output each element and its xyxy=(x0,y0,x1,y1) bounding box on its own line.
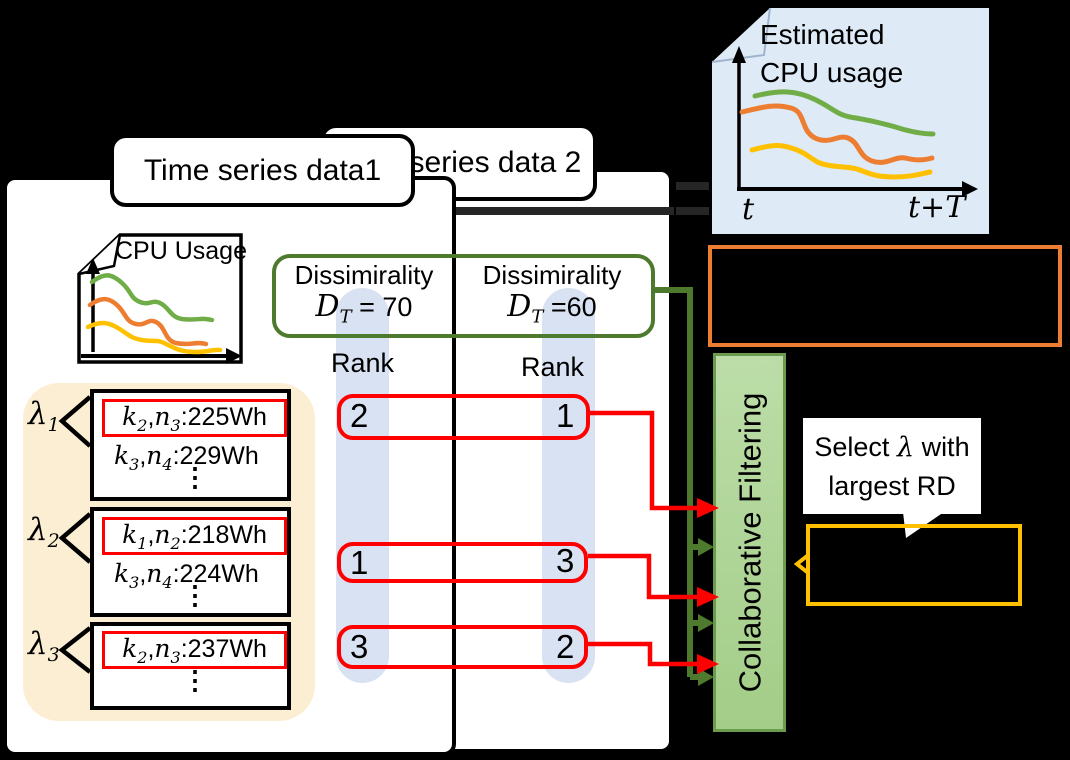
rank-label-2: Rank xyxy=(520,352,585,382)
dissimilarity-box xyxy=(272,254,655,338)
rank-pair-row-2 xyxy=(337,542,588,583)
lambda-1-entry-2: k3,n4:229Wh xyxy=(114,441,259,474)
green-arrowhead-2-icon xyxy=(698,614,714,632)
dissimilarity-label-1: Dissimirality xyxy=(294,260,434,290)
connector-dash-lower xyxy=(676,207,709,215)
time-series-card-1-title: Time series data1 xyxy=(110,134,415,207)
dissimilarity-value-2: DT =60 xyxy=(507,289,597,328)
lambda-1-label: λ1 xyxy=(28,396,60,437)
rank-label-1: Rank xyxy=(330,348,395,378)
lambda-1-box: k2,n3:225Wh k3,n4:229Wh ⋮ xyxy=(90,389,291,501)
green-arrowhead-1-icon xyxy=(698,538,714,556)
card-1-title-text: Time series data1 xyxy=(143,153,382,187)
cpu-usage-chart-label: CPU Usage xyxy=(115,237,247,265)
rank-2-right: 3 xyxy=(556,542,575,579)
rank-band-1 xyxy=(336,288,389,683)
orange-result-box xyxy=(708,245,1062,347)
rank-2-left: 1 xyxy=(350,544,369,581)
dissimilarity-col-2: Dissimirality DT =60 xyxy=(458,259,646,333)
estimated-x-start-label: t xyxy=(742,192,755,227)
dissimilarity-label-2: Dissimirality xyxy=(482,260,622,290)
rank-pair-row-1 xyxy=(337,394,590,440)
connector-bar-long xyxy=(456,207,674,215)
yellow-result-box xyxy=(806,524,1022,606)
select-lambda-callout: Select λ with largest RD xyxy=(803,418,981,514)
rank-1-right: 1 xyxy=(556,397,575,434)
connector-dash-upper xyxy=(676,182,709,190)
lambda-2-selected-entry: k1,n2:218Wh xyxy=(102,517,287,555)
collaborative-filtering-box: Collaborative Filtering xyxy=(713,353,786,732)
lambda-3-box: k2,n3:237Wh ⋮ xyxy=(90,622,291,710)
green-arrowhead-3-icon xyxy=(698,668,714,686)
collaborative-filtering-label: Collaborative Filtering xyxy=(731,392,767,693)
lambda-3-label: λ3 xyxy=(28,626,60,667)
estimated-x-end-label: t+T xyxy=(908,190,966,225)
lambda-3-ellipsis: ⋮ xyxy=(182,665,208,695)
callout-line-1: Select λ with xyxy=(814,431,970,463)
lambda-2-entry-2: k3,n4:224Wh xyxy=(114,559,259,592)
rank-3-left: 3 xyxy=(350,628,369,665)
lambda-2-ellipsis: ⋮ xyxy=(182,580,208,610)
rank-pair-row-3 xyxy=(337,625,588,669)
lambda-2-box: k1,n2:218Wh k3,n4:224Wh ⋮ xyxy=(90,507,291,617)
rank-3-right: 2 xyxy=(556,628,575,665)
rank-1-left: 2 xyxy=(350,397,369,434)
dissimilarity-value-1: DT = 70 xyxy=(315,289,413,328)
dissimilarity-col-1: Dissimirality DT = 70 xyxy=(280,259,448,333)
rank-band-2 xyxy=(542,288,595,683)
callout-line-2: largest RD xyxy=(828,470,956,501)
lambda-3-selected-entry: k2,n3:237Wh xyxy=(102,631,287,669)
lambda-1-selected-entry: k2,n3:225Wh xyxy=(102,399,287,437)
lambda-2-label: λ2 xyxy=(28,512,60,553)
lambda-1-ellipsis: ⋮ xyxy=(182,462,208,492)
estimated-cpu-title: Estimated CPU usage xyxy=(760,19,904,88)
